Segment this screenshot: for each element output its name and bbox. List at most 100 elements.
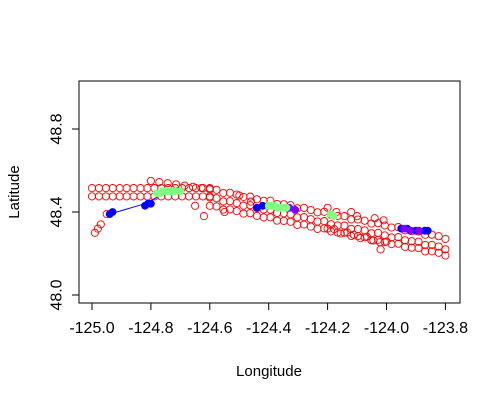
- data-point: [336, 229, 345, 238]
- data-point: [306, 205, 315, 215]
- data-point: [163, 179, 172, 188]
- data-point: [306, 222, 315, 231]
- data-point: [246, 197, 256, 206]
- data-point: [122, 184, 131, 193]
- data-point: [353, 212, 362, 221]
- data-point: [387, 223, 396, 232]
- data-point: [313, 217, 322, 226]
- data-point: [93, 224, 102, 233]
- data-point: [291, 205, 300, 214]
- data-point: [299, 220, 309, 229]
- data-point: [414, 226, 423, 235]
- x-tick-label: -124.2: [305, 320, 350, 337]
- data-point: [101, 184, 110, 193]
- data-point: [225, 188, 235, 197]
- data-point: [313, 224, 322, 233]
- data-point: [239, 201, 248, 210]
- data-point: [205, 193, 214, 202]
- data-point: [87, 184, 97, 193]
- data-point: [414, 237, 423, 246]
- data-point: [87, 192, 97, 201]
- data-point: [330, 224, 339, 234]
- data-point: [225, 197, 235, 206]
- data-point: [136, 192, 145, 201]
- data-point: [115, 184, 124, 193]
- data-point: [212, 194, 221, 203]
- data-point: [441, 251, 450, 260]
- data-point: [143, 192, 152, 201]
- data-point: [293, 220, 302, 229]
- plot-box: [78, 80, 461, 304]
- data-point: [212, 185, 221, 194]
- x-tick-label: -124.4: [246, 320, 291, 337]
- data-point: [299, 203, 309, 212]
- data-point: [394, 239, 403, 248]
- data-point: [191, 192, 200, 201]
- data-point: [423, 226, 432, 235]
- data-point: [400, 236, 410, 245]
- data-point: [90, 228, 99, 237]
- data-point: [94, 192, 103, 201]
- data-point: [122, 192, 131, 201]
- data-point: [136, 184, 145, 193]
- data-point: [379, 216, 388, 225]
- y-tick-label: 48.0: [49, 279, 66, 310]
- data-point: [232, 199, 241, 208]
- data-point: [180, 181, 189, 190]
- data-point: [362, 232, 371, 241]
- data-point: [188, 182, 198, 191]
- data-point: [108, 208, 117, 216]
- data-point: [356, 234, 365, 243]
- data-point: [205, 201, 214, 210]
- x-axis-title: Longitude: [236, 363, 302, 380]
- data-point: [376, 245, 385, 254]
- data-point: [370, 214, 379, 223]
- data-point: [306, 215, 315, 224]
- data-point: [108, 192, 117, 201]
- data-point: [286, 217, 295, 226]
- data-point: [232, 207, 241, 216]
- data-points: [87, 176, 450, 260]
- data-point: [246, 209, 255, 218]
- data-point: [374, 219, 383, 228]
- data-point: [387, 233, 396, 242]
- data-point: [282, 203, 291, 212]
- data-point: [176, 187, 185, 196]
- data-point: [146, 176, 155, 185]
- data-point: [293, 213, 302, 222]
- data-point: [441, 245, 450, 254]
- data-point: [353, 232, 362, 241]
- data-point: [184, 184, 194, 193]
- data-point: [434, 242, 443, 251]
- data-point: [313, 208, 322, 217]
- data-point: [394, 233, 403, 242]
- data-point: [340, 212, 349, 221]
- data-point: [374, 228, 383, 237]
- y-axis: 48.0 48.4 48.8: [49, 113, 80, 311]
- data-point: [205, 185, 214, 194]
- data-point: [108, 184, 117, 193]
- data-point: [273, 216, 282, 225]
- data-point: [259, 213, 268, 222]
- data-point: [279, 216, 288, 225]
- data-point: [323, 224, 332, 233]
- y-tick-label: 48.4: [49, 196, 66, 227]
- data-point: [220, 207, 229, 217]
- data-point: [414, 244, 423, 253]
- data-point: [101, 192, 110, 201]
- data-point: [421, 240, 430, 250]
- data-point: [406, 226, 414, 235]
- data-point: [184, 192, 194, 201]
- data-point: [219, 188, 228, 198]
- data-point: [115, 192, 124, 201]
- x-tick-label: -124.0: [364, 320, 409, 337]
- data-point: [198, 192, 207, 201]
- data-point: [400, 242, 410, 251]
- data-point: [320, 217, 329, 226]
- data-point: [380, 221, 389, 230]
- x-tick-label: -124.6: [187, 320, 232, 337]
- data-point: [239, 209, 248, 218]
- data-point: [143, 184, 152, 193]
- data-point: [434, 248, 443, 257]
